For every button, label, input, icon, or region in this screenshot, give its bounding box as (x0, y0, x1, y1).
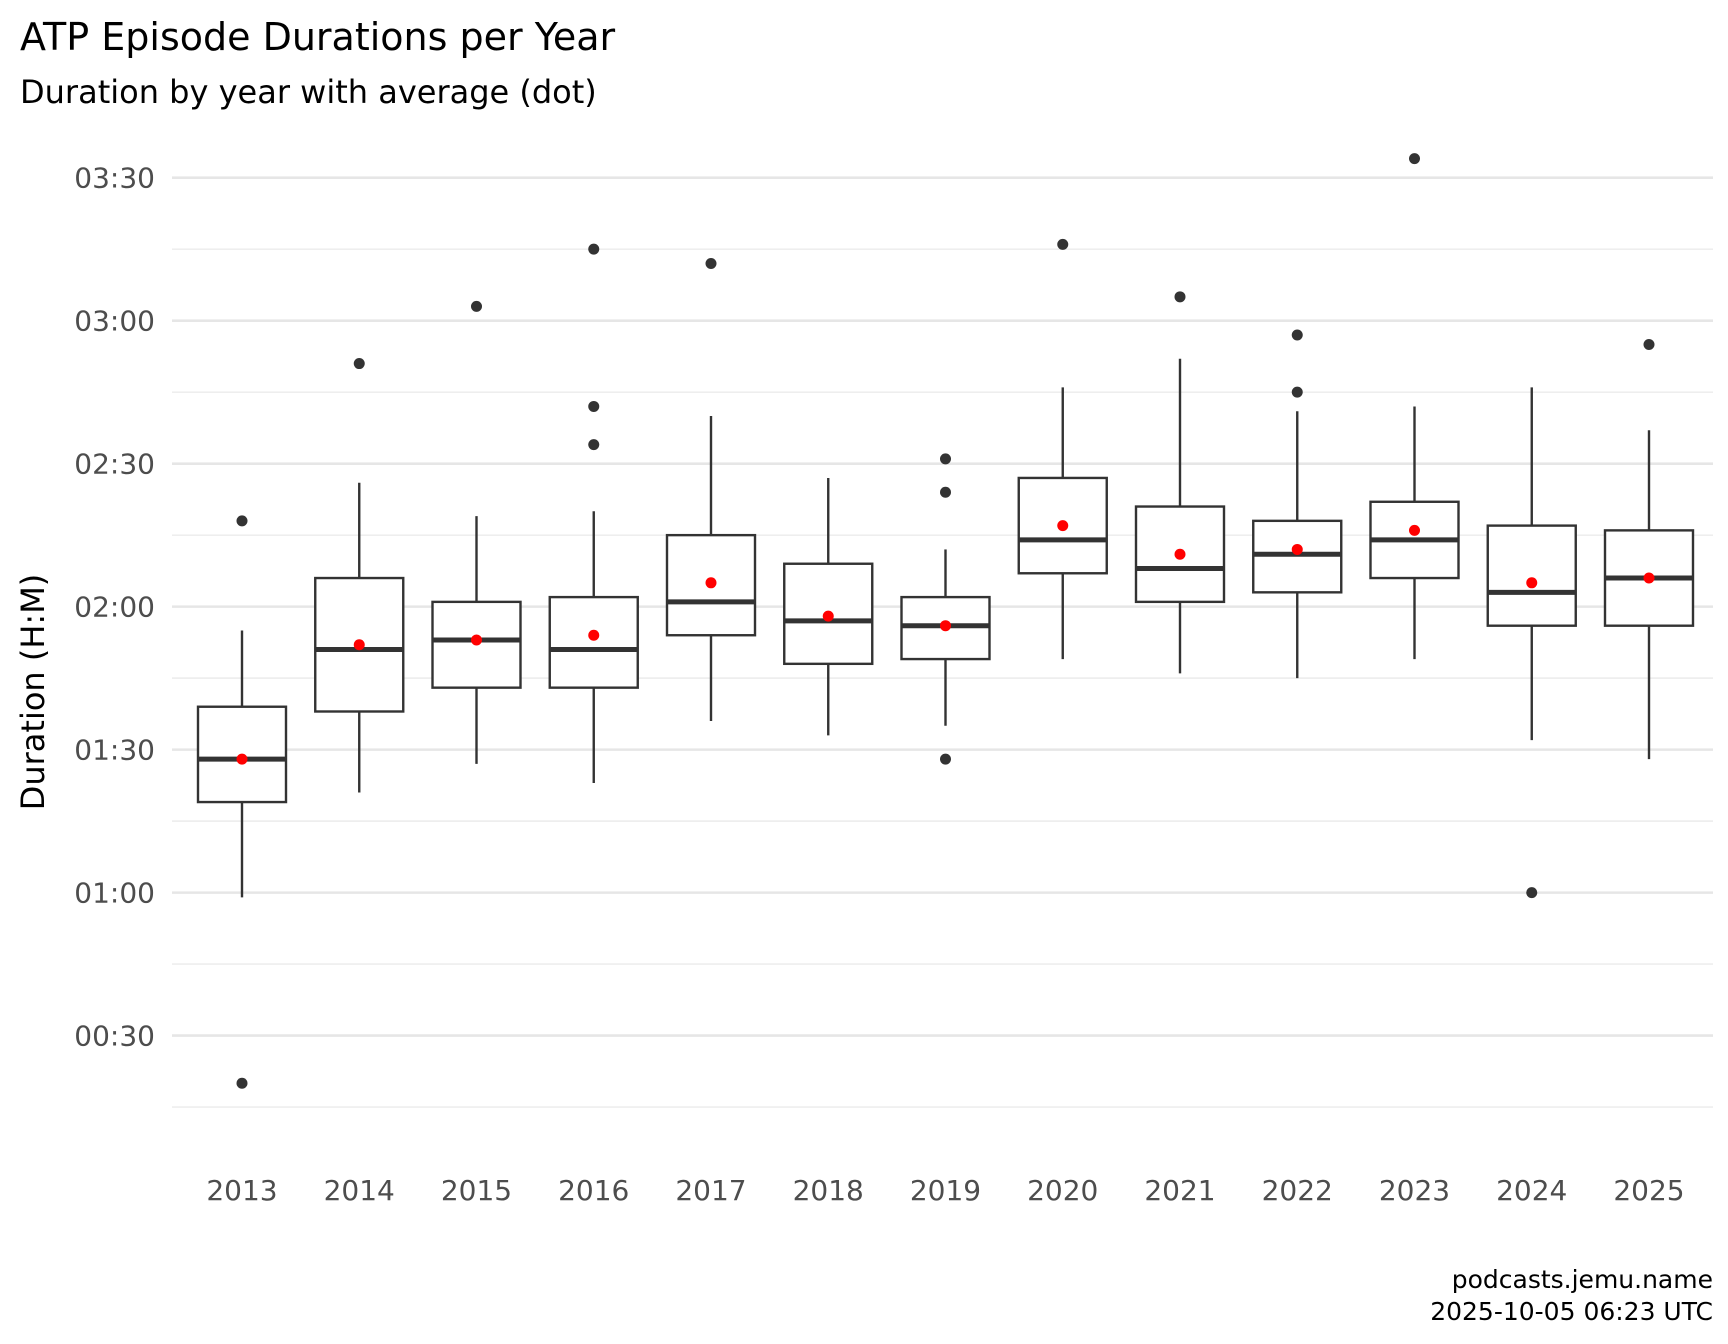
boxplot-series (196, 153, 1695, 1089)
box-2022 (1252, 329, 1343, 679)
x-tick-label: 2019 (910, 1174, 981, 1207)
mean-point (1643, 572, 1655, 584)
mean-point (588, 629, 600, 641)
outlier-point (1409, 153, 1420, 165)
box-2020 (1017, 238, 1108, 660)
mean-point (353, 639, 365, 651)
caption-source: podcasts.jemu.name (1452, 1265, 1713, 1294)
mean-point (705, 577, 717, 589)
x-tick-label: 2020 (1027, 1174, 1098, 1207)
outlier-point (471, 300, 482, 312)
y-tick-label: 02:30 (74, 448, 155, 481)
x-tick-label: 2022 (1262, 1174, 1333, 1207)
x-tick-label: 2018 (793, 1174, 864, 1207)
box-2021 (1134, 291, 1226, 674)
x-tick-label: 2021 (1144, 1174, 1215, 1207)
box-iqr (548, 595, 639, 689)
box-2017 (665, 257, 757, 722)
box-iqr (665, 533, 757, 637)
y-tick-label: 03:30 (74, 162, 155, 195)
outlier-point (1643, 338, 1655, 350)
y-axis-title: Duration (H:M) (14, 574, 52, 811)
mean-point (822, 610, 834, 622)
x-tick-label: 2025 (1613, 1174, 1684, 1207)
outlier-point (236, 515, 248, 527)
mean-point (1291, 543, 1303, 555)
x-tick-label: 2013 (206, 1174, 277, 1207)
y-axis-tick-labels: 00:30 01:00 01:30 02:00 02:30 03:00 03:30 (74, 162, 155, 1053)
outlier-point (1057, 238, 1069, 250)
mean-point (1526, 577, 1538, 589)
box-iqr (1486, 524, 1577, 627)
outlier-point (705, 257, 717, 269)
box-2016 (548, 243, 639, 783)
outlier-point (1291, 329, 1303, 341)
box-2025 (1603, 338, 1695, 760)
x-tick-label: 2016 (558, 1174, 629, 1207)
outlier-point (353, 358, 365, 370)
caption-timestamp: 2025-10-05 06:23 UTC (1430, 1297, 1713, 1326)
box-2023 (1369, 153, 1460, 660)
x-tick-label: 2024 (1496, 1174, 1567, 1207)
box-2015 (431, 300, 522, 764)
outlier-point (1291, 386, 1303, 398)
outlier-point (588, 400, 600, 412)
box-2013 (196, 515, 288, 1089)
outlier-point (940, 753, 951, 765)
mean-point (471, 634, 482, 646)
x-axis-tick-labels: 2013 2014 2015 2016 2017 2018 2019 2020 2021 2022… (206, 1174, 1684, 1207)
mean-point (1057, 520, 1069, 532)
x-tick-label: 2023 (1379, 1174, 1450, 1207)
box-2024 (1486, 387, 1577, 899)
chart-title: ATP Episode Durations per Year (20, 15, 616, 59)
box-2019 (900, 453, 991, 765)
mean-point (940, 620, 951, 632)
outlier-point (940, 486, 951, 498)
y-tick-label: 03:00 (74, 305, 155, 338)
x-tick-label: 2017 (675, 1174, 746, 1207)
y-tick-label: 01:00 (74, 877, 155, 910)
x-tick-label: 2014 (324, 1174, 395, 1207)
y-tick-label: 01:30 (74, 734, 155, 767)
outlier-point (1526, 887, 1538, 899)
mean-point (1409, 524, 1420, 536)
mean-point (236, 753, 248, 765)
outlier-point (1174, 291, 1186, 303)
outlier-point (236, 1077, 248, 1089)
y-tick-label: 02:00 (74, 591, 155, 624)
grid-lines (172, 176, 1713, 1108)
outlier-point (588, 439, 600, 451)
outlier-point (588, 243, 600, 255)
outlier-point (940, 453, 951, 465)
y-tick-label: 00:30 (74, 1020, 155, 1053)
box-2014 (314, 358, 405, 793)
mean-point (1174, 548, 1186, 560)
x-tick-label: 2015 (441, 1174, 512, 1207)
box-2018 (783, 477, 874, 736)
chart-subtitle: Duration by year with average (dot) (20, 73, 597, 111)
